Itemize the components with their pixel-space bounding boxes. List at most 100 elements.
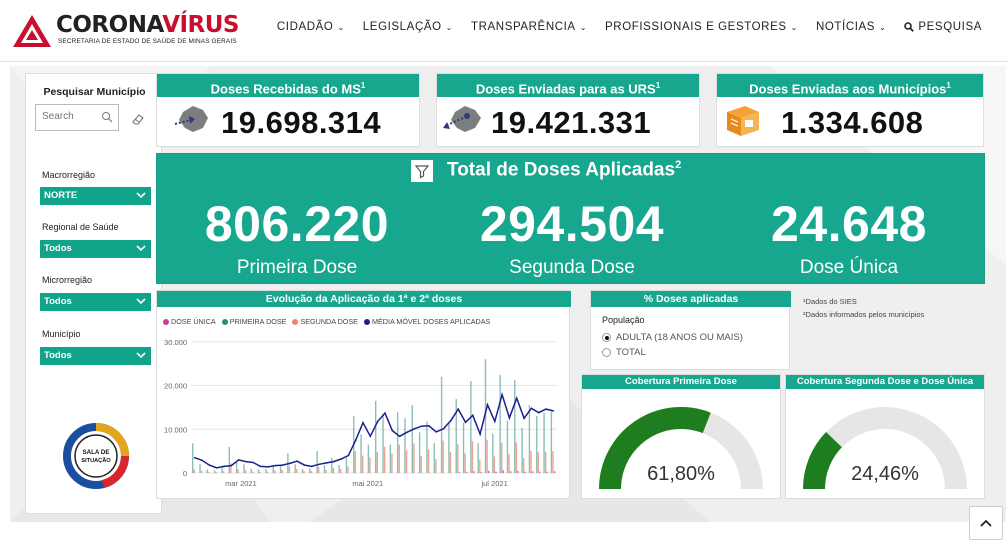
bar-dose-unica <box>480 472 483 473</box>
doses-enviadas-urs-title: Doses Enviadas para as URS1 <box>437 74 699 97</box>
coronavirus-logo[interactable]: CORONAVÍRUS SECRETARIA DE ESTADO DE SAÚD… <box>12 10 242 50</box>
search-icon[interactable] <box>101 111 113 123</box>
microrregiao-select[interactable]: Todos <box>40 293 151 311</box>
badge-line-1: SALA DE <box>83 449 110 456</box>
bar-segunda-dose <box>464 453 466 473</box>
nav-legislacao[interactable]: LEGISLAÇÃO ⌄ <box>363 21 453 33</box>
media-movel-point <box>193 456 196 459</box>
site-header: CORONAVÍRUS SECRETARIA DE ESTADO DE SAÚD… <box>0 0 1008 62</box>
bar-segunda-dose <box>405 450 408 473</box>
media-movel-point <box>267 466 269 468</box>
eraser-icon[interactable] <box>131 113 145 125</box>
logo-title: CORONAVÍRUS <box>56 12 239 38</box>
bar-primeira-dose <box>221 467 223 473</box>
filter-panel: Pesquisar Município Macrorregião NORTE R… <box>25 73 162 514</box>
doses-enviadas-municipios-title: Doses Enviadas aos Municípios1 <box>717 74 983 97</box>
legend-label: SEGUNDA DOSE <box>300 317 358 326</box>
card-title: Doses Recebidas do MS <box>210 81 361 97</box>
y-tick-label: 0 <box>183 469 187 478</box>
bar-primeira-dose <box>499 375 501 473</box>
legend-dose-unica[interactable]: DOSE ÚNICA <box>163 317 216 326</box>
bar-segunda-dose <box>347 466 349 473</box>
bar-segunda-dose <box>457 444 459 473</box>
map-arrow-out-icon <box>443 106 481 132</box>
nav-label: PROFISSIONAIS E GESTORES <box>605 21 787 33</box>
media-movel-point <box>457 408 459 410</box>
dashboard: Pesquisar Município Macrorregião NORTE R… <box>10 66 1006 540</box>
bar-primeira-dose <box>309 468 311 473</box>
bar-segunda-dose <box>449 452 452 473</box>
bar-primeira-dose <box>528 405 531 473</box>
municipio-search-input[interactable] <box>42 111 102 122</box>
legend-segunda-dose[interactable]: SEGUNDA DOSE <box>292 317 358 326</box>
gauge-fill <box>599 407 711 489</box>
bar-primeira-dose <box>272 466 274 473</box>
bar-segunda-dose <box>493 456 496 473</box>
bar-segunda-dose <box>530 451 532 473</box>
chevron-down-icon: ⌄ <box>445 23 453 32</box>
media-movel-point <box>223 465 225 468</box>
bar-segunda-dose <box>471 441 474 473</box>
evolucao-chart-plot[interactable]: 0 10.000 20.000 30.000 mar 2021 mai 2021 jul 2… <box>157 325 571 500</box>
bar-primeira-dose <box>228 446 230 473</box>
scroll-to-top-button[interactable] <box>969 506 1003 540</box>
regional-saude-select[interactable]: Todos <box>40 240 151 258</box>
bar-primeira-dose <box>396 412 399 473</box>
bar-segunda-dose <box>361 455 364 473</box>
bar-primeira-dose <box>455 399 457 473</box>
media-movel-point <box>259 465 262 468</box>
municipio-select[interactable]: Todos <box>40 347 151 365</box>
bar-primeira-dose <box>462 422 465 473</box>
media-movel-point <box>340 458 342 460</box>
legend-label: PRIMEIRA DOSE <box>229 317 287 326</box>
bar-segunda-dose <box>442 440 444 473</box>
bar-primeira-dose <box>316 451 318 473</box>
municipio-search-box[interactable] <box>35 104 119 131</box>
y-tick-label: 10.000 <box>164 425 187 434</box>
x-tick-label: mai 2021 <box>352 479 383 488</box>
radio-button-selected[interactable] <box>602 333 611 342</box>
bar-primeira-dose <box>426 421 428 473</box>
radio-adulta[interactable]: ADULTA (18 ANOS OU MAIS) <box>602 332 743 343</box>
radio-total[interactable]: TOTAL <box>602 347 646 358</box>
bar-segunda-dose <box>252 471 254 473</box>
nav-label: LEGISLAÇÃO <box>362 21 442 33</box>
nav-noticias[interactable]: NOTÍCIAS ⌄ <box>816 21 886 33</box>
bar-primeira-dose <box>301 469 304 473</box>
media-movel-point <box>274 464 276 467</box>
media-movel-point <box>252 461 255 464</box>
sala-de-situacao-logo[interactable]: SALA DE SITUAÇÃO <box>63 423 129 489</box>
nav-transparencia[interactable]: TRANSPARÊNCIA ⌄ <box>471 21 587 33</box>
gauge-primeira-dose[interactable] <box>582 389 780 500</box>
doses-recebidas-card: Doses Recebidas do MS1 19.698.314 <box>156 73 420 147</box>
gauge-segunda-dose[interactable] <box>786 389 984 500</box>
gauge-fill <box>803 432 842 489</box>
bar-segunda-dose <box>383 446 386 473</box>
media-movel-point <box>391 429 394 432</box>
footnote-2: ²Dados informados pelos municípios <box>803 310 925 319</box>
gauge-primeira-dose-title: Cobertura Primeira Dose <box>582 375 780 389</box>
percent-doses-panel: % Doses aplicadas População ADULTA (18 A… <box>590 290 791 370</box>
bar-primeira-dose <box>492 433 494 473</box>
bar-primeira-dose <box>243 464 245 473</box>
doses-enviadas-municipios-card: Doses Enviadas aos Municípios1 1.334.608 <box>716 73 984 147</box>
x-tick-label: jul 2021 <box>480 479 507 488</box>
chart-legend: DOSE ÚNICA PRIMEIRA DOSE SEGUNDA DOSE MÉ… <box>163 317 490 326</box>
legend-primeira-dose[interactable]: PRIMEIRA DOSE <box>221 317 287 326</box>
media-movel-point <box>201 459 203 462</box>
media-movel-point <box>530 407 533 410</box>
media-movel-point <box>281 464 284 466</box>
bar-segunda-dose <box>296 469 298 473</box>
funnel-filter-icon[interactable] <box>411 160 433 182</box>
macrorregiao-select[interactable]: NORTE <box>40 187 151 205</box>
doses-enviadas-urs-value: 19.421.331 <box>491 105 652 140</box>
nav-search[interactable]: PESQUISA <box>904 21 982 33</box>
radio-button[interactable] <box>602 348 611 357</box>
legend-dot <box>292 318 299 325</box>
legend-media-movel[interactable]: MÉDIA MÓVEL DOSES APLICADAS <box>363 317 490 326</box>
nav-profissionais[interactable]: PROFISSIONAIS E GESTORES ⌄ <box>605 21 798 33</box>
nav-cidadao[interactable]: CIDADÃO ⌄ <box>277 21 345 33</box>
chevron-up-icon <box>980 519 992 527</box>
logo-title-main: CORONA <box>56 12 163 38</box>
media-movel-point <box>303 464 306 466</box>
